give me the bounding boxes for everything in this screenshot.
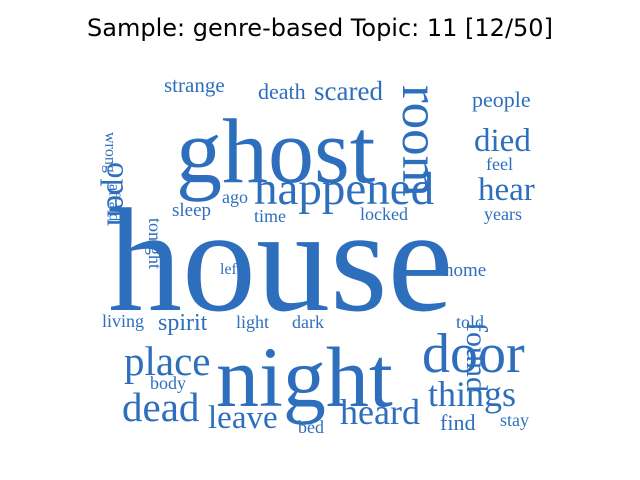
word-people: people [472, 87, 531, 112]
word-body: body [150, 373, 186, 393]
word-hear: hear [478, 172, 535, 208]
word-house: house [108, 179, 453, 343]
figure-title: Sample: genre-based Topic: 11 [12/50] [87, 14, 553, 42]
word-find: find [440, 410, 475, 435]
word-death: death [258, 79, 306, 104]
word-night: night [216, 329, 393, 425]
word-locked: locked [360, 204, 408, 224]
word-light: light [236, 312, 269, 332]
word-spirit: spirit [158, 310, 208, 336]
word-leave: leave [208, 400, 278, 436]
word-stay: stay [500, 410, 529, 430]
word-heard: heard [340, 392, 420, 432]
word-found: found [460, 322, 493, 392]
word-strange: strange [164, 73, 225, 97]
word-door: door [422, 323, 525, 385]
word-dead: dead [122, 384, 199, 430]
word-sleep: sleep [172, 200, 211, 221]
word-bed: bed [298, 417, 324, 437]
word-wrong: wrong [102, 132, 119, 173]
word-home: home [444, 260, 486, 281]
word-room: room [391, 85, 449, 197]
word-tonight: tonight [145, 218, 165, 269]
word-left: left [220, 261, 242, 278]
word-feel: feel [486, 154, 513, 174]
word-told: told [456, 312, 484, 332]
word-years: years [484, 204, 522, 224]
word-time: time [254, 206, 286, 226]
word-dark: dark [292, 312, 324, 332]
word-died: died [474, 123, 531, 159]
word-ago: ago [222, 187, 248, 207]
word-afraid: afraid [106, 184, 123, 221]
word-things: things [428, 374, 516, 414]
word-ghost: ghost [176, 100, 376, 202]
word-place: place [124, 338, 210, 384]
word-open: open [100, 162, 136, 226]
word-scared: scared [314, 76, 383, 106]
word-happened: happened [254, 163, 434, 215]
word-living: living [102, 311, 144, 331]
